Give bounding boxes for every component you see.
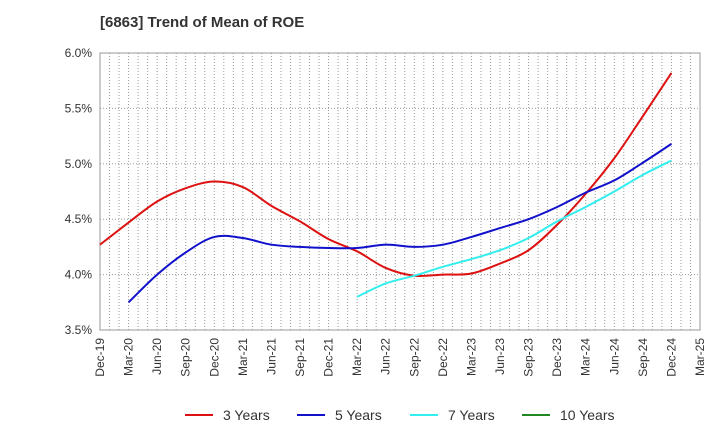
- y-tick-label: 4.5%: [65, 212, 93, 226]
- x-tick-label: Dec-19: [93, 338, 107, 377]
- x-tick-label: Sep-22: [407, 338, 421, 377]
- x-tick-label: Mar-20: [122, 338, 136, 376]
- y-tick-label: 4.0%: [65, 268, 93, 282]
- x-tick-label: Sep-21: [293, 338, 307, 377]
- legend-label-3-years: 3 Years: [223, 407, 270, 423]
- legend-label-5-years: 5 Years: [335, 407, 382, 423]
- x-tick-label: Sep-23: [522, 338, 536, 377]
- x-tick-label: Dec-24: [664, 338, 678, 377]
- x-tick-label: Jun-22: [379, 338, 393, 375]
- x-tick-label: Mar-24: [579, 338, 593, 376]
- x-tick-label: Dec-23: [550, 338, 564, 377]
- plot-border: [99, 52, 701, 331]
- x-tick-label: Dec-20: [207, 338, 221, 377]
- legend-label-10-years: 10 Years: [560, 407, 615, 423]
- x-tick-label: Jun-20: [150, 338, 164, 375]
- x-tick-label: Dec-22: [436, 338, 450, 377]
- series-line-3-years: [99, 72, 673, 278]
- legend-label-7-years: 7 Years: [448, 407, 495, 423]
- y-tick-label: 5.0%: [65, 157, 93, 171]
- x-tick-label: Sep-20: [179, 338, 193, 377]
- y-tick-label: 5.5%: [65, 101, 93, 115]
- x-tick-label: Jun-21: [264, 338, 278, 375]
- x-tick-label: Mar-23: [464, 338, 478, 376]
- plot-area: [100, 53, 700, 330]
- series-line-7-years: [356, 159, 672, 298]
- x-tick-label: Mar-21: [236, 338, 250, 376]
- x-tick-label: Jun-23: [493, 338, 507, 375]
- x-tick-label: Dec-21: [322, 338, 336, 377]
- x-tick-label: Sep-24: [636, 338, 650, 377]
- chart-title: [6863] Trend of Mean of ROE: [100, 14, 305, 31]
- x-tick-label: Mar-22: [350, 338, 364, 376]
- x-tick-label: Jun-24: [607, 338, 621, 375]
- x-tick-label: Mar-25: [693, 338, 707, 376]
- y-tick-label: 6.0%: [65, 46, 93, 60]
- series-line-5-years: [127, 143, 672, 304]
- y-tick-label: 3.5%: [65, 323, 93, 337]
